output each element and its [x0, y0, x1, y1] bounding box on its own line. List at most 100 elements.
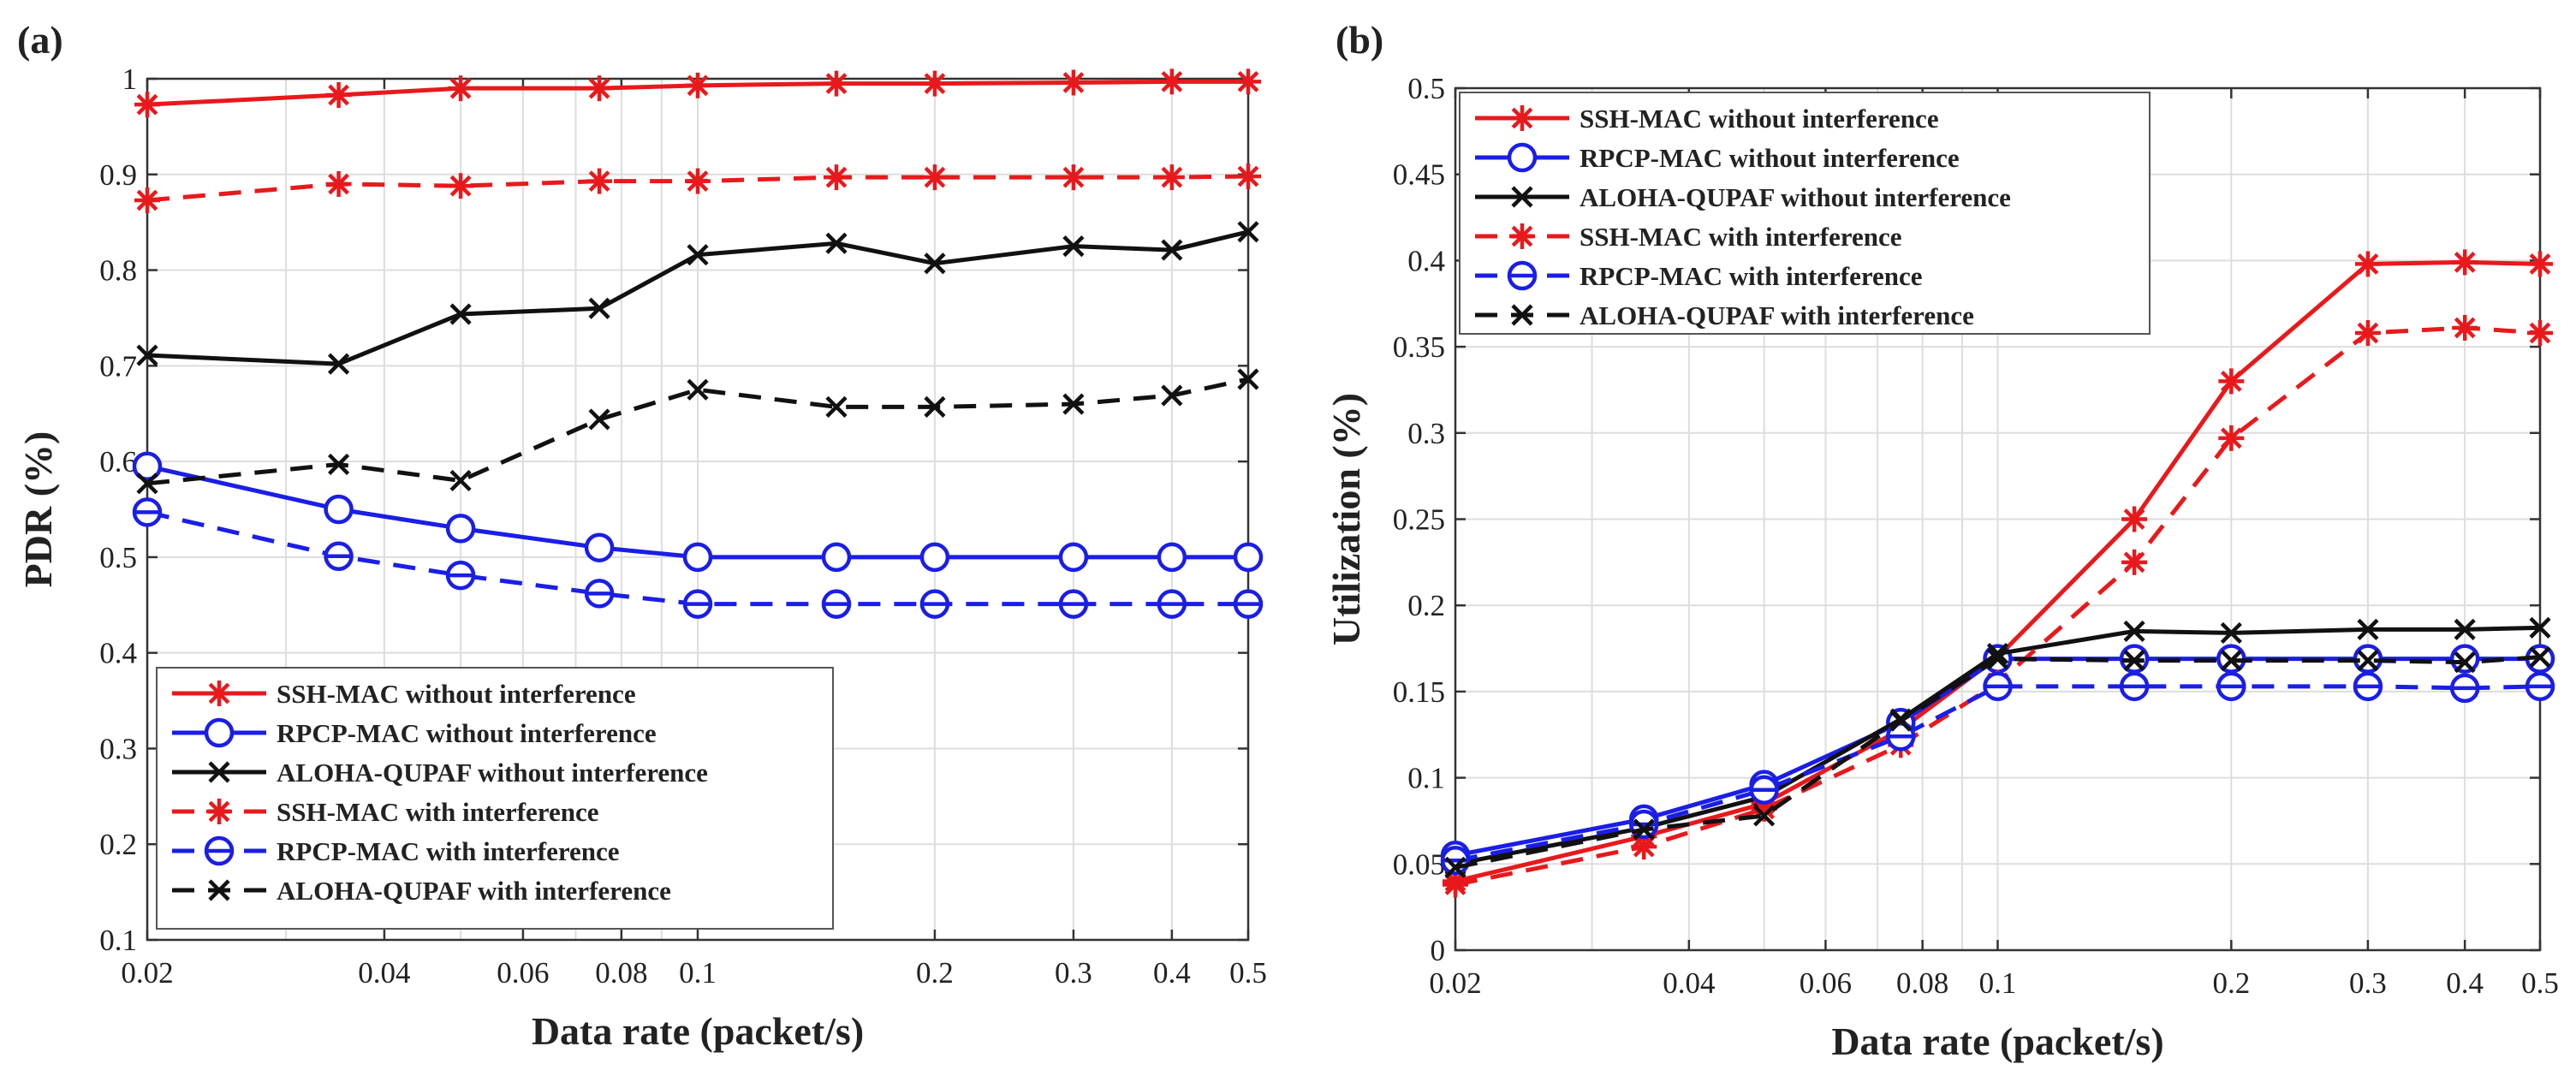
data-point — [2123, 620, 2145, 643]
legend-marker — [1509, 223, 1535, 249]
data-point — [1983, 671, 2013, 702]
data-point — [1161, 384, 1183, 407]
x-tick-label: 0.02 — [121, 956, 173, 990]
y-tick-label: 0.3 — [1407, 417, 1445, 450]
series-line — [1455, 325, 2541, 887]
data-point — [1749, 775, 1779, 805]
data-point — [2220, 621, 2242, 645]
data-point — [132, 497, 163, 527]
legend-marker — [1509, 105, 1535, 131]
data-point — [448, 173, 474, 199]
data-point — [327, 353, 350, 375]
data-point — [2449, 644, 2480, 674]
data-point — [2529, 646, 2551, 669]
data-point — [687, 378, 709, 401]
y-tick-label: 0.4 — [1407, 244, 1445, 277]
legend-marker — [204, 835, 235, 866]
data-point — [134, 187, 160, 213]
x-tick-label: 0.02 — [1429, 966, 1481, 1000]
data-point — [588, 297, 610, 319]
x-axis-label: Data rate (packet/s) — [532, 1009, 864, 1053]
x-tick-label: 0.4 — [2446, 966, 2484, 1000]
legend-marker — [208, 879, 230, 901]
x-tick-label: 0.3 — [2349, 966, 2387, 1000]
x-tick-label: 0.2 — [916, 956, 954, 990]
data-point — [1753, 805, 1776, 827]
data-point — [1058, 542, 1089, 573]
data-point — [1062, 393, 1085, 415]
legend-item: SSH-MAC with interference — [1475, 222, 1902, 252]
legend-marker — [206, 799, 232, 824]
y-tick-label: 0.5 — [1407, 72, 1445, 105]
data-point — [1237, 368, 1259, 390]
data-point — [1237, 221, 1259, 243]
data-point — [2218, 368, 2245, 395]
data-point — [682, 589, 713, 619]
data-point — [1158, 164, 1185, 191]
legend-label: SSH-MAC with interference — [1580, 222, 1902, 252]
y-tick-label: 0.8 — [99, 254, 137, 288]
legend-item: ALOHA-QUPAF with interference — [1475, 300, 1974, 330]
x-tick-label: 0.06 — [1800, 966, 1852, 1000]
series-line — [146, 174, 1249, 203]
data-point — [823, 164, 849, 191]
legend-label: SSH-MAC without interference — [277, 679, 636, 709]
y-tick-label: 0.05 — [1393, 847, 1445, 881]
data-point — [325, 82, 352, 109]
y-tick-label: 0.45 — [1393, 158, 1445, 192]
data-point — [136, 344, 158, 366]
data-point — [1633, 818, 1655, 841]
y-tick-label: 0.1 — [99, 924, 137, 957]
data-point — [2527, 251, 2553, 277]
data-point — [1062, 235, 1085, 258]
data-point — [924, 395, 946, 418]
x-tick-label: 0.04 — [358, 956, 410, 990]
legend: SSH-MAC without interference RPCP-MAC wit… — [156, 667, 834, 930]
legend-label: RPCP-MAC with interference — [277, 836, 620, 866]
legend-label: ALOHA-QUPAF without interference — [277, 758, 708, 788]
data-point — [2218, 425, 2245, 451]
data-point — [821, 589, 852, 619]
data-point — [2119, 671, 2150, 702]
data-point — [2529, 616, 2551, 639]
data-point — [1157, 542, 1187, 573]
legend-marker — [1507, 142, 1538, 173]
x-tick-label: 0.1 — [1979, 966, 2017, 1000]
data-point — [2216, 671, 2246, 702]
legend-label: ALOHA-QUPAF with interference — [277, 876, 671, 906]
x-axis-label: Data rate (packet/s) — [1831, 1020, 2163, 1063]
legend-item: SSH-MAC with interference — [172, 797, 599, 827]
data-point — [2357, 618, 2379, 640]
series-line — [1455, 259, 2541, 883]
data-point — [921, 164, 948, 191]
data-point — [2357, 650, 2379, 672]
panel-label: (a) — [17, 18, 63, 62]
x-tick-label: 0.4 — [1153, 956, 1191, 990]
legend-marker — [208, 761, 230, 783]
y-tick-label: 0.5 — [99, 541, 137, 574]
legend-item: RPCP-MAC without interference — [1475, 142, 1960, 173]
y-tick-label: 0.9 — [99, 158, 137, 192]
data-point — [2121, 506, 2148, 532]
data-point — [921, 70, 948, 97]
data-point — [584, 532, 615, 562]
legend-label: RPCP-MAC without interference — [1580, 143, 1960, 173]
data-point — [1889, 710, 1912, 732]
data-point — [685, 168, 711, 194]
x-tick-label: 0.04 — [1663, 966, 1715, 1000]
data-point — [1157, 589, 1187, 619]
data-point — [588, 408, 610, 431]
legend-label: RPCP-MAC with interference — [1580, 261, 1923, 291]
data-point — [919, 589, 950, 619]
x-tick-label: 0.2 — [2212, 966, 2250, 1000]
data-point — [823, 70, 849, 97]
legend: SSH-MAC without interference RPCP-MAC wit… — [1459, 92, 2151, 335]
legend-label: RPCP-MAC without interference — [277, 718, 657, 748]
legend-item: SSH-MAC without interference — [1475, 104, 1939, 134]
data-point — [1233, 542, 1264, 573]
legend-item: RPCP-MAC with interference — [1475, 260, 1923, 291]
x-tick-label: 0.06 — [497, 956, 549, 990]
data-point — [325, 170, 352, 197]
data-point — [2354, 251, 2381, 277]
